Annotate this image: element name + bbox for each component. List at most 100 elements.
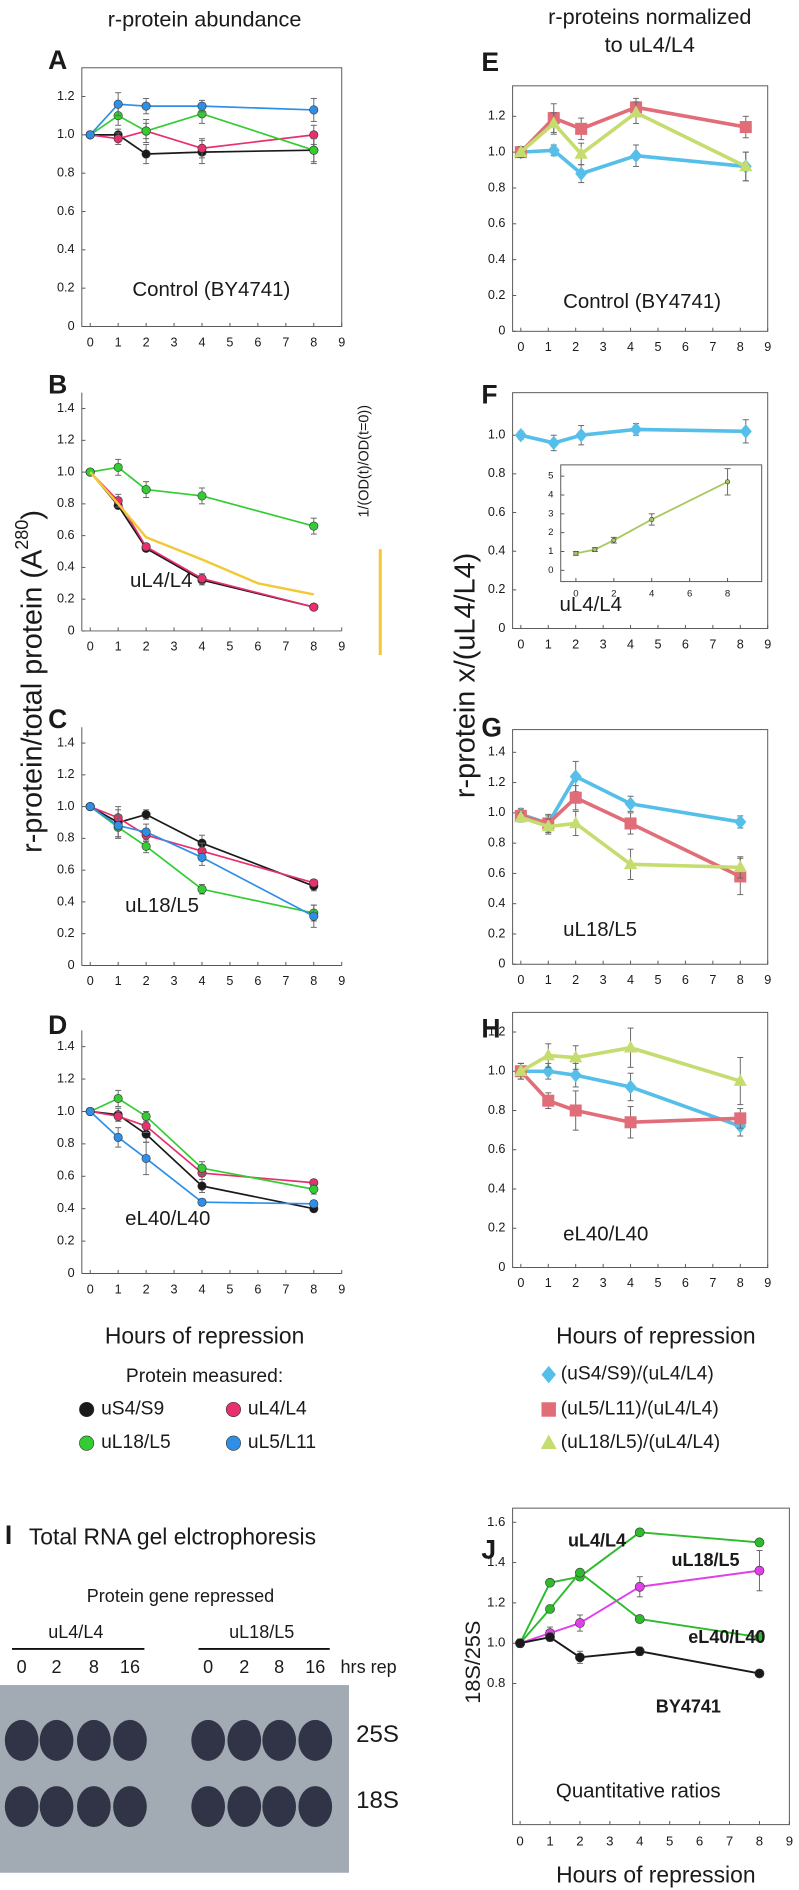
marker xyxy=(569,1067,582,1083)
x-tick-label: 3 xyxy=(171,335,178,349)
marker xyxy=(569,791,582,804)
label-part: ) xyxy=(16,510,48,520)
marker xyxy=(545,1604,555,1614)
marker xyxy=(623,1040,638,1053)
y-tick-label: 1.0 xyxy=(488,144,506,158)
panel-label: uL18/L5 xyxy=(125,894,199,917)
x-tick-label: 8 xyxy=(737,637,744,651)
marker xyxy=(734,1112,747,1125)
x-tick-label: 1 xyxy=(115,974,122,988)
y-tick-label: 0.2 xyxy=(488,1221,506,1235)
y-tick-label: 0.2 xyxy=(57,926,75,940)
y-axis-label: r-protein x/(uL4/L4) xyxy=(450,553,482,798)
x-tick-label: 0 xyxy=(517,637,524,651)
x-tick-label: 4 xyxy=(627,637,634,651)
marker xyxy=(739,121,752,134)
y-tick-label: 1.0 xyxy=(57,1104,75,1118)
y-tick-label: 0 xyxy=(68,958,75,972)
x-tick-label: 8 xyxy=(310,1282,317,1296)
panel-letter: F xyxy=(481,379,497,409)
gel-band xyxy=(227,1786,262,1828)
plot-frame xyxy=(512,1507,790,1826)
x-tick-label: 6 xyxy=(682,637,689,651)
marker xyxy=(734,814,747,830)
marker xyxy=(592,547,598,553)
y-tick-label: 1.4 xyxy=(57,1039,75,1053)
x-tick-label: 2 xyxy=(143,974,150,988)
x-tick-label: 3 xyxy=(600,637,607,651)
legend-marker xyxy=(541,1365,556,1384)
marker xyxy=(309,521,319,531)
marker xyxy=(569,816,583,829)
marker xyxy=(624,1079,637,1095)
marker xyxy=(85,1106,95,1116)
lane-unit: hrs rep xyxy=(341,1657,397,1677)
x-tick-label: 6 xyxy=(254,974,261,988)
x-tick-label: 5 xyxy=(226,974,233,988)
marker xyxy=(630,422,643,437)
y-tick-label: 1.0 xyxy=(57,127,75,141)
marker xyxy=(309,1184,319,1194)
y-tick-label: 0.8 xyxy=(57,166,75,180)
y-tick-label: 0.4 xyxy=(57,894,75,908)
y-tick-label: 0.2 xyxy=(57,592,75,606)
x-tick-label: 7 xyxy=(709,340,716,354)
x-tick-label: 5 xyxy=(226,1282,233,1296)
marker xyxy=(141,827,151,837)
y-tick-label: 1.0 xyxy=(487,1635,505,1650)
marker xyxy=(547,116,561,129)
y-tick-label: 1.2 xyxy=(487,1594,505,1609)
marker xyxy=(649,517,655,522)
y-tick-label: 0 xyxy=(548,565,553,576)
y-tick-label: 1 xyxy=(548,546,553,557)
y-axis-label: r-protein/total protein (A280) xyxy=(12,510,49,853)
legend-marker xyxy=(541,1402,556,1417)
x-tick-label: 6 xyxy=(687,589,692,600)
marker xyxy=(611,537,617,543)
x-tick-label: 1 xyxy=(545,340,552,354)
x-tick-label: 8 xyxy=(737,973,744,987)
y-tick-label: 0.8 xyxy=(57,1136,75,1150)
marker xyxy=(634,1614,645,1624)
y-tick-label: 0.4 xyxy=(57,560,75,574)
x-tick-label: 9 xyxy=(764,1276,771,1290)
lane-label: 8 xyxy=(89,1657,99,1677)
panel-label: eL40/L40 xyxy=(563,1222,648,1245)
x-tick-label: 2 xyxy=(572,637,579,651)
marker xyxy=(623,857,638,870)
x-tick-label: 1 xyxy=(545,973,552,987)
x-tick-label: 0 xyxy=(87,1282,94,1296)
panel-label: uL4/L4 xyxy=(560,593,623,616)
x-tick-label: 9 xyxy=(338,1282,345,1296)
plot-frame xyxy=(81,67,343,327)
column-header: r-protein abundance xyxy=(108,7,302,32)
x-tick-label: 3 xyxy=(171,974,178,988)
y-tick-label: 0 xyxy=(68,1266,75,1280)
gel-image xyxy=(0,1685,349,1873)
x-axis-label: Hours of repression xyxy=(105,1322,304,1348)
column-header: r-proteins normalized xyxy=(548,4,751,29)
x-tick-label: 7 xyxy=(282,1282,289,1296)
gel-group: uL4/L4 xyxy=(48,1622,103,1642)
marker xyxy=(514,427,527,443)
x-tick-label: 2 xyxy=(143,1282,150,1296)
x-tick-label: 0 xyxy=(517,973,524,987)
gel-band xyxy=(39,1719,74,1761)
x-tick-label: 3 xyxy=(171,640,178,654)
x-tick-label: 5 xyxy=(226,640,233,654)
label-part: r-protein/total protein (A xyxy=(16,549,48,853)
y-tick-label: 5 xyxy=(548,471,553,482)
y-tick-label: 0 xyxy=(498,957,505,971)
legend-marker xyxy=(540,1434,557,1449)
marker xyxy=(514,810,528,823)
series-label: uL4/L4 xyxy=(568,1531,626,1551)
gel-band xyxy=(39,1786,74,1828)
marker xyxy=(113,1111,123,1121)
marker xyxy=(515,1638,525,1649)
x-tick-label: 8 xyxy=(310,335,317,349)
legend-label: 1/(OD(t)/OD(t=0)) xyxy=(356,405,372,518)
panel-label: uL18/L5 xyxy=(563,918,637,941)
x-tick-label: 3 xyxy=(606,1833,613,1848)
legend-label: (uS4/S9)/(uL4/L4) xyxy=(561,1364,714,1385)
marker xyxy=(141,810,151,820)
